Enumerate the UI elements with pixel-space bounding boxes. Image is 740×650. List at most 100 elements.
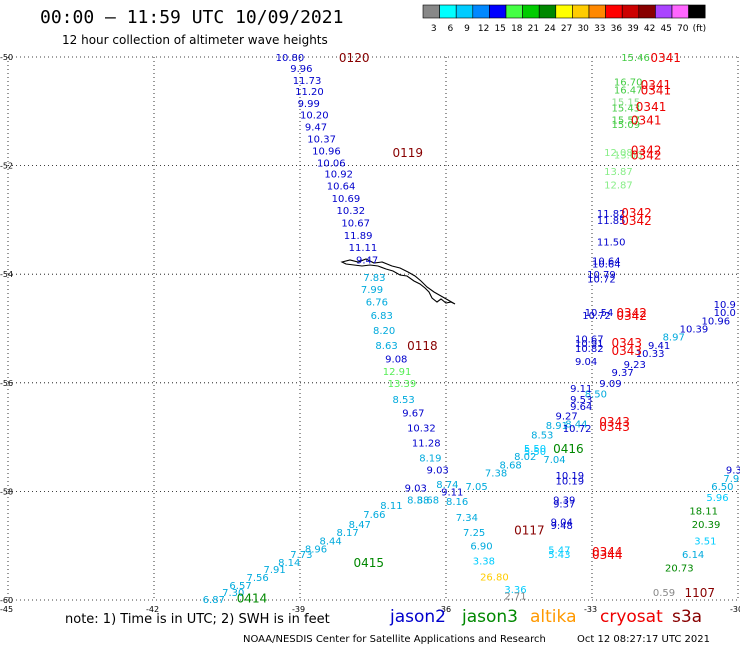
wave-height-label: 9.11 <box>441 487 463 498</box>
wave-height-label: 11.50 <box>597 238 626 249</box>
pass-id-label: 0344 <box>592 545 623 559</box>
colorbar-label: (ft) <box>693 24 707 34</box>
wave-height-label: 8.74 <box>436 480 458 491</box>
wave-height-label: 10.79 <box>587 270 616 281</box>
colorbar-label: 39 <box>627 24 639 34</box>
pass-id-label: 0342 <box>621 214 652 228</box>
wave-height-label: 8.38 <box>407 496 429 507</box>
longitude-tick-label: -39 <box>292 605 305 614</box>
wave-height-label: 8.53 <box>392 395 414 406</box>
longitude-tick-label: -30 <box>730 605 740 614</box>
colorbar-swatch <box>455 4 474 19</box>
pass-id-label: 0342 <box>616 309 647 323</box>
wave-height-label: 10.33 <box>636 349 665 360</box>
wave-height-label: 12.91 <box>383 367 412 378</box>
wave-height-label: 10.92 <box>324 170 353 181</box>
wave-height-label: 6.14 <box>682 550 704 561</box>
legend-jason2: jason2 <box>390 607 446 627</box>
latitude-tick-label: -60 <box>0 596 13 605</box>
wave-height-label: 10.39 <box>680 325 709 336</box>
pass-id-label: 0343 <box>611 336 642 350</box>
legend-s3a: s3a <box>672 607 703 627</box>
colorbar-label: 30 <box>577 24 589 34</box>
wave-height-label: 7.34 <box>456 513 478 524</box>
wave-height-label: 8.50 <box>585 390 607 401</box>
figure-footer: NOAA/NESDIS Center for Satellite Applica… <box>243 634 738 645</box>
colorbar-label: 6 <box>448 24 454 34</box>
colorbar-label: 45 <box>660 24 671 34</box>
wave-height-label: 9.03 <box>405 484 427 495</box>
lat-lon-grid <box>7 56 739 601</box>
wave-height-label: 13.39 <box>388 379 417 390</box>
wave-height-label: 7.25 <box>463 528 485 539</box>
wave-height-label: 8.20 <box>373 326 395 337</box>
pass-id-label: 0341 <box>641 84 672 98</box>
wave-height-label: 15.15 <box>611 98 640 109</box>
wave-height-label: 15.46 <box>621 53 650 64</box>
wave-height-label: 10.32 <box>407 423 436 434</box>
wave-height-label: 7.38 <box>485 468 507 479</box>
pass-id-label: 0415 <box>354 556 385 570</box>
colorbar-label: 3 <box>431 24 437 34</box>
colorbar-swatch <box>638 4 656 19</box>
colorbar-swatch <box>472 4 490 19</box>
pass-id-label: 0342 <box>631 149 662 163</box>
wave-height-label: 10.64 <box>592 257 621 268</box>
pass-id-label: 1107 <box>684 586 715 600</box>
axis-tick-labels: -50 -52 -54 -56 -58 -60-45 -42 -39 -36 -33 -30 <box>0 53 740 614</box>
colorbar-label: 12 <box>478 24 489 34</box>
wave-height-label: 5.47 <box>548 546 570 557</box>
colorbar-label: 15 <box>494 24 505 34</box>
wave-height-label: 7.9 <box>723 474 739 485</box>
pass-id-label: 0117 <box>514 523 545 537</box>
wave-height-label: 9.47 <box>356 256 378 267</box>
wave-height-label: 15.09 <box>611 120 640 131</box>
wave-height-label: 10.69 <box>332 194 361 205</box>
colorbar-label: 9 <box>464 24 470 34</box>
wave-height-label: 16.70 <box>614 77 643 88</box>
wave-height-label: 10.67 <box>575 334 604 345</box>
wave-height-label: 9.37 <box>611 368 633 379</box>
legend-cryosat: cryosat <box>600 607 663 627</box>
wave-height-label: 5.50 <box>524 444 546 455</box>
wave-height-label: 6.76 <box>366 297 388 308</box>
wave-height-label: 20.73 <box>665 563 694 574</box>
wave-height-label: 9.48 <box>551 521 573 532</box>
wave-height-label: 11.89 <box>344 231 373 242</box>
pass-id-label: 0118 <box>407 339 438 353</box>
wave-height-label: 8.11 <box>380 501 402 512</box>
latitude-tick-label: -54 <box>0 270 13 279</box>
wave-height-label: 12.08 <box>604 148 633 159</box>
wave-height-label: 7.05 <box>465 482 487 493</box>
latitude-tick-label: -52 <box>0 162 13 171</box>
pass-id-label: 0341 <box>641 78 672 92</box>
wave-height-label: 9.41 <box>648 341 670 352</box>
wave-height-label: 6.90 <box>470 542 492 553</box>
figure-title: 00:00 — 11:59 UTC 10/09/2021 <box>40 7 344 28</box>
pass-id-label: 0342 <box>621 206 652 220</box>
pass-id-label: 0120 <box>339 51 370 65</box>
colorbar-label: 24 <box>544 24 556 34</box>
wave-height-label: 10.72 <box>587 275 616 286</box>
colorbar-swatch <box>439 4 457 19</box>
colorbar-swatch <box>522 4 540 19</box>
colorbar-swatch <box>605 4 623 19</box>
latitude-tick-label: -50 <box>0 53 13 62</box>
wave-height-label: 11.11 <box>349 243 378 254</box>
wave-height-label: 11.28 <box>412 439 441 450</box>
longitude-tick-label: -45 <box>0 605 13 614</box>
wave-height-label: 8.17 <box>337 528 359 539</box>
wave-height-label: 7.56 <box>246 573 268 584</box>
wave-height-label: 11.82 <box>597 209 626 220</box>
wave-height-label: 6.87 <box>203 595 225 606</box>
wave-height-label: 6.57 <box>229 581 251 592</box>
wave-height-label: 5.43 <box>548 550 570 561</box>
wave-height-label: 8.19 <box>419 454 441 465</box>
wave-height-label: 10.82 <box>575 344 604 355</box>
wave-height-label: 9.27 <box>556 411 578 422</box>
colorbar-label: 36 <box>611 24 623 34</box>
wave-height-label: 8.53 <box>531 430 553 441</box>
longitude-tick-label: -42 <box>146 605 159 614</box>
